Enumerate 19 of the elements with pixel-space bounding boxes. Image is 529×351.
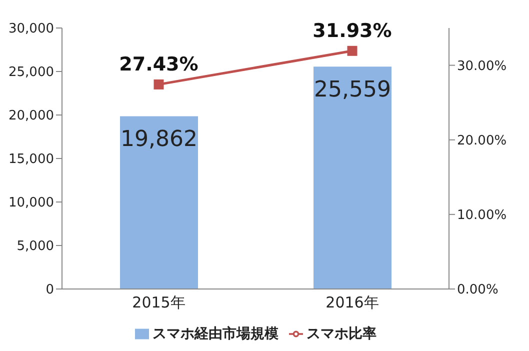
y-tick-label: 15,000 [8,152,54,168]
y-tick-label: 5,000 [16,239,54,254]
legend-label: スマホ経由市場規模 [152,326,278,342]
data-label: 31.93% [312,20,392,42]
y2-tick-label: 0.00% [457,282,498,298]
x-tick-label: 2015年 [132,294,186,312]
data-label: 27.43% [119,53,198,76]
y2-tick-label: 20.00% [457,133,507,148]
data-label: 25,559 [314,77,391,102]
y-tick-label: 25,000 [8,65,54,80]
x-tick-label: 2016年 [326,294,379,312]
y-tick-label: 30,000 [8,22,54,37]
y-tick-label: 0 [46,282,54,298]
data-label: 19,862 [120,126,198,152]
legend-label: スマホ比率 [306,326,376,342]
y2-tick-label: 30.00% [457,58,507,74]
y-tick-label: 10,000 [8,196,54,211]
y2-tick-label: 10.00% [457,208,507,224]
y-tick-label: 20,000 [8,108,54,124]
